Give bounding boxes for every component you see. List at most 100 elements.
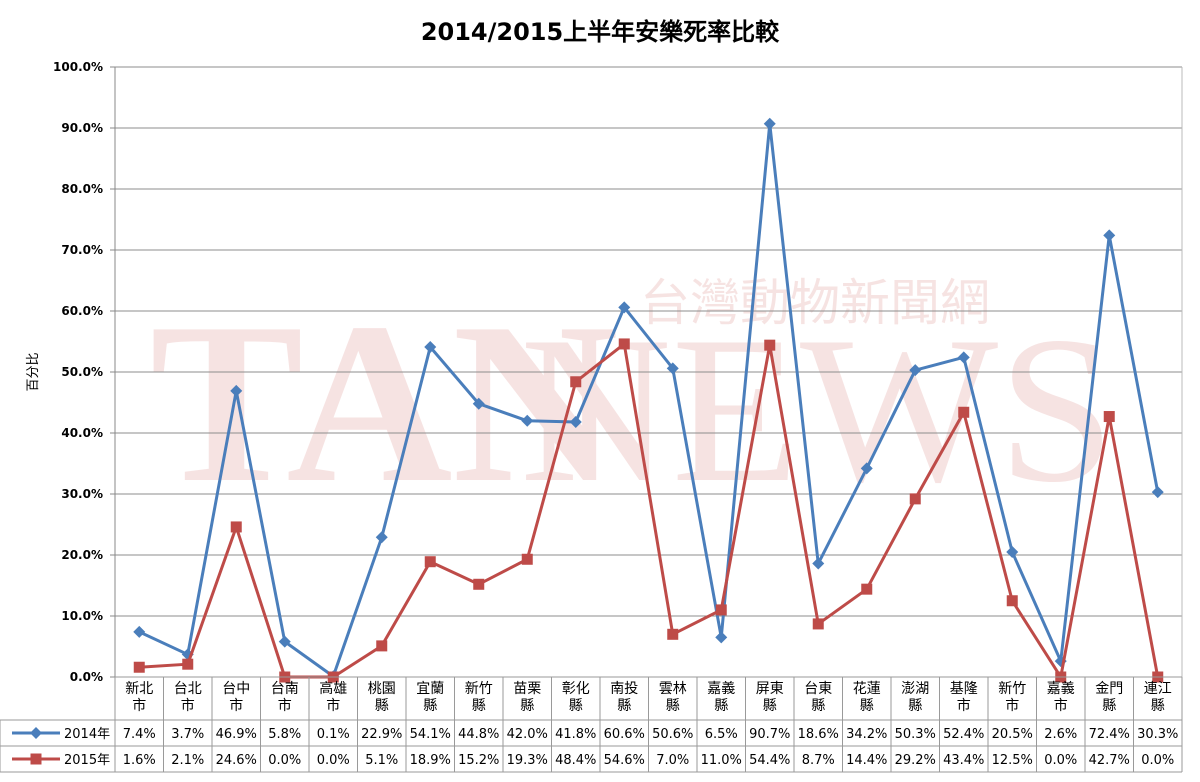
table-value: 19.3% [507, 753, 548, 768]
table-value: 0.0% [317, 753, 350, 768]
y-tick-label: 0.0% [70, 670, 103, 684]
table-value: 50.3% [895, 727, 936, 742]
legend-marker [30, 727, 42, 739]
category-label: 苗栗 [513, 681, 541, 697]
category-label: 市 [181, 697, 195, 714]
category-label: 台東 [804, 681, 832, 697]
table-value: 54.1% [410, 727, 451, 742]
table-value: 48.4% [555, 753, 596, 768]
table-value: 52.4% [943, 727, 984, 742]
table-value: 41.8% [555, 727, 596, 742]
data-point [278, 635, 291, 648]
legend-label: 2014年 [64, 727, 110, 742]
data-point [958, 406, 970, 418]
category-label: 縣 [1102, 698, 1116, 714]
y-axis-label: 百分比 [26, 352, 41, 391]
category-label: 縣 [714, 698, 728, 714]
category-label: 連江 [1144, 681, 1172, 697]
data-point [230, 521, 242, 533]
table-value: 6.5% [705, 727, 738, 742]
table-value: 72.4% [1089, 727, 1130, 742]
table-value: 14.4% [846, 753, 887, 768]
category-label: 市 [957, 697, 971, 714]
data-point [812, 618, 824, 630]
category-label: 縣 [1151, 698, 1165, 714]
data-point [618, 301, 631, 314]
category-label: 縣 [472, 698, 486, 714]
watermark: TAN NEWS 台灣動物新聞網 [150, 274, 1115, 530]
table-value: 42.0% [507, 727, 548, 742]
category-label: 市 [278, 697, 292, 714]
y-tick-label: 10.0% [61, 609, 103, 623]
category-label: 金門 [1095, 681, 1123, 697]
category-label: 台中 [222, 681, 250, 697]
watermark-logo: TAN [150, 275, 619, 530]
data-point [957, 351, 970, 364]
data-point [570, 376, 582, 388]
data-point [521, 553, 533, 565]
category-label: 基隆 [950, 680, 978, 697]
table-value: 42.7% [1089, 753, 1130, 768]
y-tick-label: 70.0% [61, 243, 103, 257]
table-value: 2.6% [1044, 727, 1077, 742]
data-point [715, 631, 728, 644]
category-label: 台南 [271, 681, 299, 697]
y-tick-label: 50.0% [61, 365, 103, 379]
legend-2015年: 2015年 [12, 753, 110, 768]
watermark-site-name: 台灣動物新聞網 [640, 274, 990, 332]
y-tick-label: 80.0% [61, 182, 103, 196]
table-value: 43.4% [943, 753, 984, 768]
y-tick-label: 60.0% [61, 304, 103, 318]
y-tick-label: 100.0% [53, 60, 103, 74]
data-point [1006, 595, 1018, 607]
table-value: 30.3% [1137, 727, 1178, 742]
table-value: 90.7% [749, 727, 790, 742]
table-value: 50.6% [652, 727, 693, 742]
data-point [764, 339, 776, 351]
table-value: 7.4% [123, 727, 156, 742]
watermark-news: NEWS [520, 294, 1115, 526]
data-point [424, 340, 437, 353]
category-label: 縣 [908, 698, 922, 714]
y-tick-label: 30.0% [61, 487, 103, 501]
y-tick-label: 40.0% [61, 426, 103, 440]
table-value: 7.0% [656, 753, 689, 768]
y-axis: 0.0% 10.0% 20.0% 30.0% 40.0% 50.0% 60.0% 70.0% 8… [53, 60, 1183, 684]
chart-title: 2014/2015上半年安樂死率比較 [421, 18, 780, 46]
category-label: 縣 [569, 698, 583, 714]
legend-label: 2015年 [64, 753, 110, 768]
category-label: 市 [1054, 697, 1068, 714]
category-label: 市 [132, 697, 146, 714]
table-value: 24.6% [216, 753, 257, 768]
category-label: 南投 [610, 681, 638, 697]
data-point [812, 557, 825, 570]
data-table: 新北市台北市台中市台南市高雄市桃園縣宜蘭縣新竹縣苗栗縣彰化縣南投縣雲林縣嘉義縣屏… [0, 676, 1183, 773]
category-label: 縣 [520, 698, 534, 714]
data-point [473, 578, 485, 590]
series-line [138, 122, 1160, 678]
data-point [860, 462, 873, 475]
data-point [182, 658, 194, 670]
category-label: 縣 [617, 698, 631, 714]
data-point [1103, 411, 1115, 423]
data-point [375, 531, 388, 544]
table-value: 22.9% [361, 727, 402, 742]
data-point [472, 397, 485, 410]
data-point [424, 556, 436, 568]
category-label: 市 [1005, 697, 1019, 714]
legend-2014年: 2014年 [12, 727, 110, 742]
data-point [1103, 229, 1116, 242]
table-value: 5.1% [365, 753, 398, 768]
category-label: 縣 [860, 698, 874, 714]
data-point [861, 583, 873, 595]
y-tick-label: 90.0% [61, 121, 103, 135]
data-point [376, 640, 388, 652]
category-label: 嘉義 [1047, 680, 1075, 697]
table-value: 11.0% [701, 753, 742, 768]
category-label: 花蓮 [853, 681, 881, 697]
legend-marker [30, 753, 42, 765]
category-label: 新竹 [465, 681, 493, 697]
table-value: 60.6% [604, 727, 645, 742]
category-label: 彰化 [562, 680, 590, 697]
